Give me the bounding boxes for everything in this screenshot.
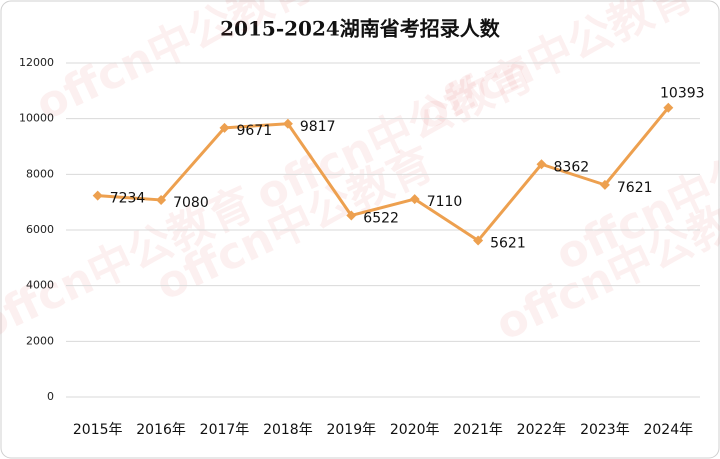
value-label: 5621 <box>490 236 526 252</box>
x-tick-label: 2021年 <box>453 422 503 438</box>
marker <box>346 210 357 221</box>
marker <box>599 179 610 190</box>
marker <box>473 235 484 246</box>
value-label: 7080 <box>173 195 209 211</box>
x-tick-label: 2024年 <box>643 422 693 438</box>
y-tick-label: 0 <box>47 390 54 403</box>
x-tick-label: 2017年 <box>200 422 250 438</box>
x-tick-label: 2015年 <box>73 422 123 438</box>
y-tick-label: 10000 <box>19 112 54 125</box>
value-label: 10393 <box>660 86 705 102</box>
value-label: 6522 <box>363 210 399 226</box>
x-tick-label: 2018年 <box>263 422 313 438</box>
y-tick-label: 2000 <box>26 334 54 347</box>
chart-title: 2015-2024湖南省考招录人数 <box>220 17 501 41</box>
value-label: 9817 <box>300 119 336 135</box>
marker <box>92 190 103 201</box>
marker <box>156 194 167 205</box>
x-tick-label: 2020年 <box>390 422 440 438</box>
marker <box>536 159 547 170</box>
x-tick-label: 2022年 <box>517 422 567 438</box>
y-tick-label: 12000 <box>19 56 54 69</box>
value-label: 7234 <box>110 191 146 207</box>
value-label: 7110 <box>427 194 463 210</box>
y-tick-label: 4000 <box>26 279 54 292</box>
marker <box>663 102 674 113</box>
value-label: 8362 <box>554 159 590 175</box>
y-tick-label: 8000 <box>26 167 54 180</box>
y-tick-label: 6000 <box>26 223 54 236</box>
marker <box>219 122 230 133</box>
x-tick-label: 2023年 <box>580 422 630 438</box>
x-tick-label: 2019年 <box>326 422 376 438</box>
marker <box>409 194 420 205</box>
marker <box>282 118 293 129</box>
value-label: 7621 <box>617 180 653 196</box>
line <box>97 106 670 243</box>
value-label: 9671 <box>237 123 273 139</box>
x-tick-label: 2016年 <box>136 422 186 438</box>
